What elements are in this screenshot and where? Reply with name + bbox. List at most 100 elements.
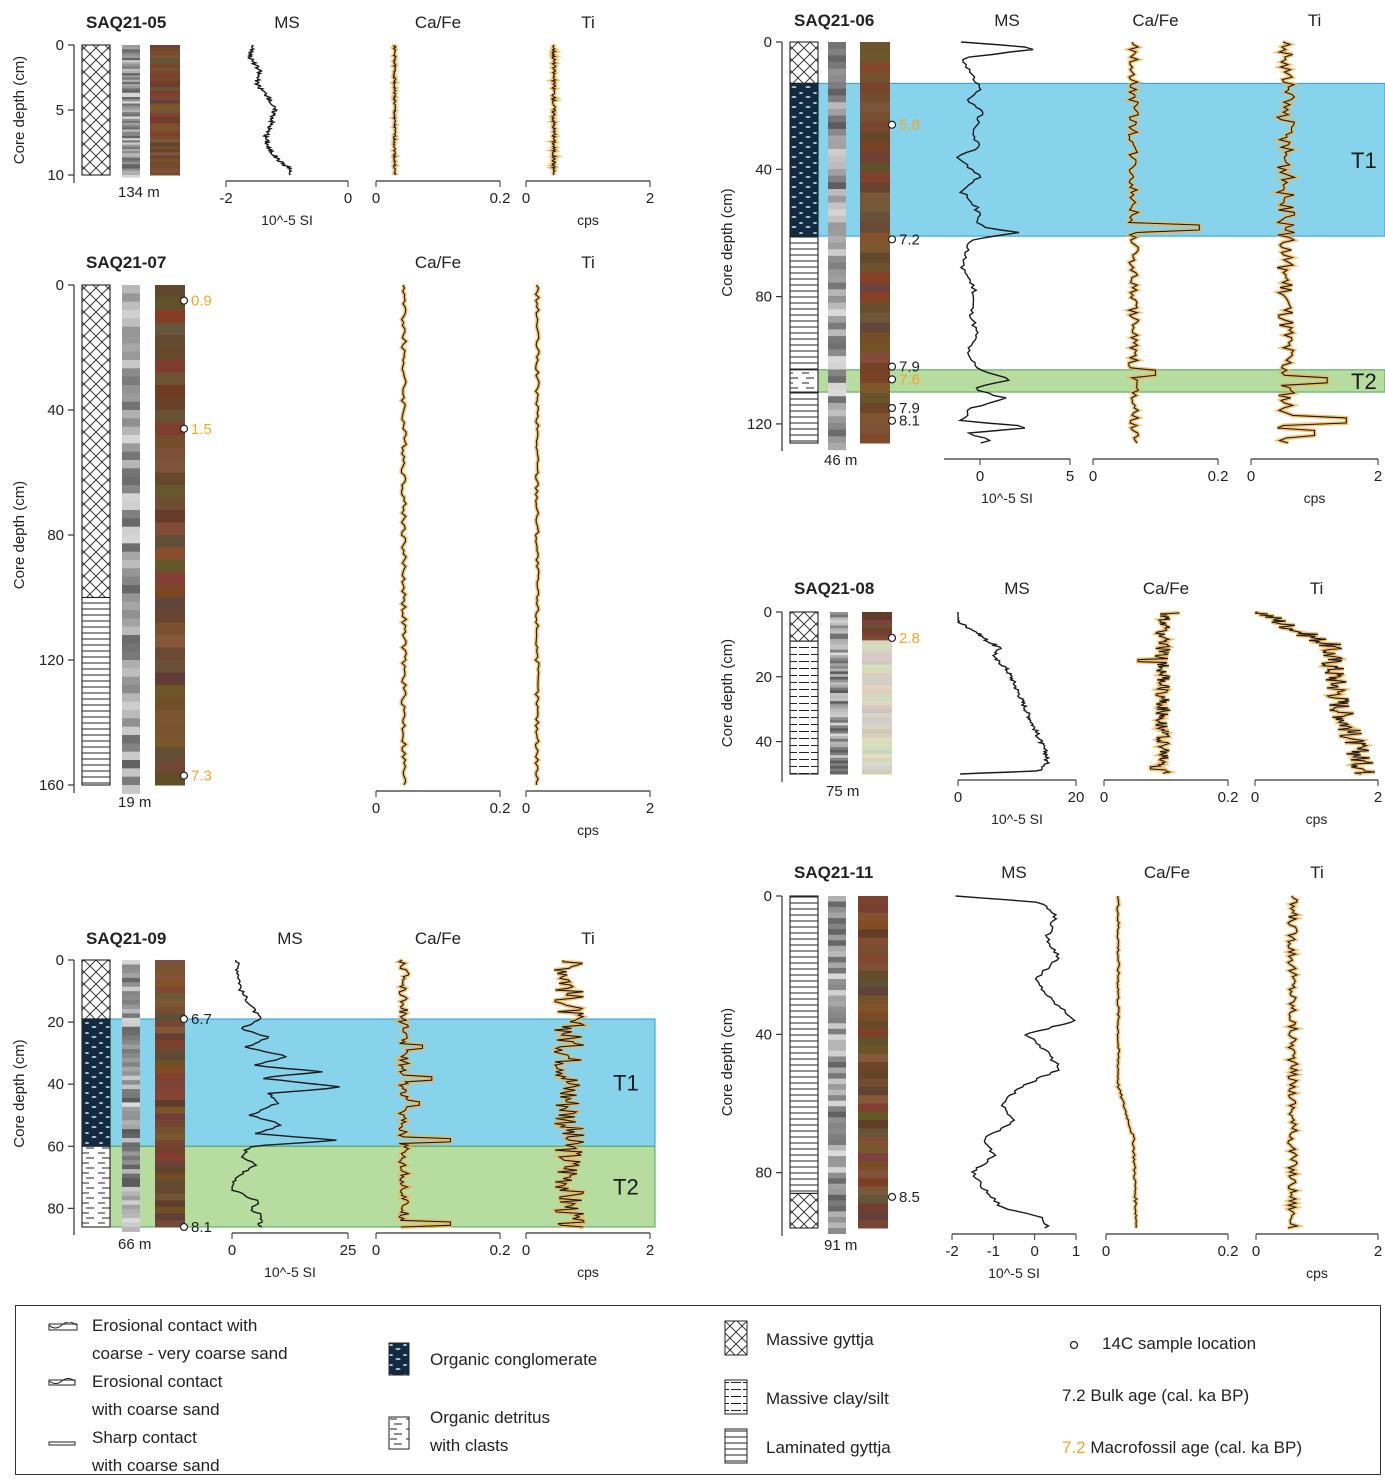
photo-band — [858, 979, 888, 988]
xray-band — [828, 1183, 846, 1190]
event-label: T2 — [1351, 369, 1377, 394]
xray-band — [828, 1178, 846, 1185]
ti-curve — [553, 959, 586, 1228]
xray-band — [122, 668, 140, 678]
xray-band — [830, 647, 848, 651]
xray-band — [122, 651, 140, 661]
xray-band — [828, 1122, 846, 1129]
photo-band — [150, 126, 180, 130]
xray-band — [122, 120, 140, 124]
xray-band — [828, 349, 846, 357]
xray-band — [830, 639, 848, 643]
depth-tick-label: 80 — [755, 1165, 772, 1182]
cafe-curve — [1116, 895, 1138, 1229]
xray-band — [828, 1106, 846, 1113]
xray-band — [830, 617, 848, 621]
xray-band — [828, 62, 846, 70]
xray-band — [122, 164, 140, 167]
photo-band — [862, 693, 892, 698]
photo-band — [155, 447, 185, 461]
macro-age-sample: 7.2 — [1062, 1438, 1086, 1457]
xray-band — [122, 1111, 140, 1117]
ms-tick-label: 0 — [344, 190, 352, 207]
legend-sample: 14C sample location — [1069, 1330, 1256, 1358]
xray-band — [122, 376, 140, 386]
photo-band — [150, 74, 180, 78]
depth-tick-label: 80 — [47, 1200, 64, 1217]
photo-band — [150, 145, 180, 150]
xray-band — [828, 1028, 846, 1035]
xray-band — [122, 468, 140, 478]
photo-band — [150, 129, 180, 134]
photo-band — [155, 980, 185, 988]
photo-band — [860, 332, 890, 344]
cafe-tick-label: 0 — [1089, 468, 1097, 485]
sharp-contact-swatch — [48, 1441, 76, 1446]
core-elevation: 66 m — [118, 1236, 151, 1253]
xray-band — [122, 1031, 140, 1037]
xray-image — [828, 896, 846, 1235]
xray-band — [830, 649, 848, 653]
xray-band — [830, 622, 848, 626]
xray-band — [122, 751, 140, 761]
photo-band — [150, 71, 180, 75]
xray-band — [830, 660, 848, 664]
xray-band — [122, 973, 140, 979]
xray-band — [828, 1133, 846, 1140]
photo-band — [155, 1020, 185, 1028]
ms-tick-label: 5 — [1066, 468, 1074, 485]
photo-band — [862, 733, 892, 739]
xray-band — [122, 401, 140, 411]
legend-label: Bulk age (cal. ka BP) — [1090, 1386, 1250, 1405]
ms-tick-label: -2 — [945, 1243, 958, 1260]
ti-header: Ti — [581, 253, 595, 272]
depth-axis-label: Core depth (cm) — [11, 56, 28, 164]
xray-band — [122, 49, 140, 52]
depth-tick-label: 0 — [56, 952, 64, 969]
xray-band — [828, 973, 846, 980]
core-photo — [862, 612, 892, 775]
depth-tick-label: 10 — [47, 167, 64, 184]
xray-band — [122, 97, 140, 100]
photo-band — [858, 1161, 888, 1171]
photo-band — [862, 701, 892, 706]
litho-unit — [789, 640, 819, 775]
xray-band — [828, 242, 846, 250]
xray-band — [122, 155, 140, 159]
photo-band — [155, 1026, 185, 1034]
photo-band — [150, 84, 180, 88]
xray-band — [122, 301, 140, 311]
ti-header: Ti — [1308, 11, 1322, 30]
legend-detritus: Organic detritus with clasts — [388, 1404, 550, 1460]
xray-band — [122, 166, 140, 169]
xray-band — [122, 982, 140, 988]
photo-band — [860, 282, 890, 294]
xray-band — [122, 676, 140, 686]
photo-band — [862, 697, 892, 702]
xray-band — [122, 58, 140, 61]
photo-band — [155, 1133, 185, 1141]
photo-band — [858, 945, 888, 955]
litho-unit — [789, 611, 819, 642]
ti-unit: cps — [1306, 811, 1328, 827]
xray-band — [828, 1034, 846, 1041]
photo-band — [858, 1012, 888, 1021]
xray-band — [122, 151, 140, 154]
xray-band — [828, 1100, 846, 1107]
xray-band — [830, 644, 848, 648]
photo-band — [858, 1153, 888, 1163]
core-name: SAQ21-09 — [86, 929, 166, 948]
photo-band — [155, 510, 185, 523]
photo-band — [155, 1086, 185, 1094]
photo-band — [862, 636, 892, 641]
cafe-tick-label: 0 — [372, 1242, 380, 1259]
sample-location-icon — [179, 424, 189, 433]
sample-location-icon — [887, 416, 897, 425]
core-panel: SAQ21-11 0 40 80 Core depth (cm) 91 m 8.5 MS -2 -… — [719, 863, 1382, 1281]
xray-band — [828, 75, 846, 83]
xray-band — [828, 175, 846, 183]
photo-band — [150, 90, 180, 95]
photo-band — [862, 745, 892, 751]
photo-band — [155, 1046, 185, 1054]
cafe-curve — [1137, 612, 1179, 775]
